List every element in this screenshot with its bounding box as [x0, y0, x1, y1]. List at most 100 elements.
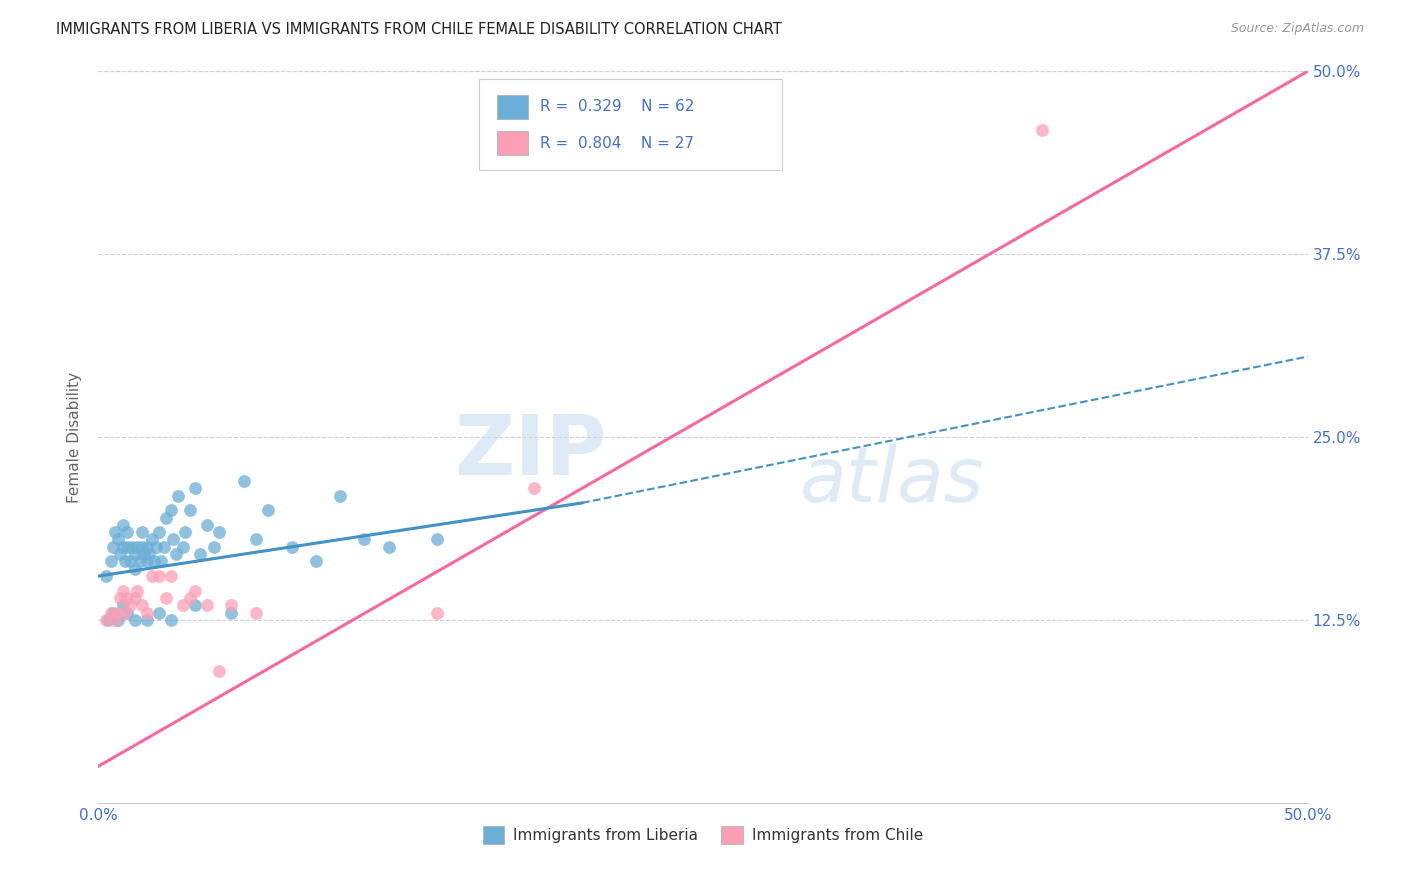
Point — [426, 533, 449, 547]
Point — [160, 503, 183, 517]
Point — [208, 664, 231, 678]
Point — [377, 540, 399, 554]
Point — [281, 540, 304, 554]
Point — [135, 540, 157, 554]
Point — [150, 554, 173, 568]
Point — [165, 547, 187, 561]
Point — [117, 606, 139, 620]
Point — [128, 554, 150, 568]
Point — [426, 606, 449, 620]
Point — [131, 540, 153, 554]
FancyBboxPatch shape — [479, 78, 782, 170]
Point — [523, 481, 546, 495]
Point — [124, 562, 146, 576]
Point — [138, 547, 160, 561]
Text: R =  0.329    N = 62: R = 0.329 N = 62 — [540, 99, 695, 114]
Point — [131, 525, 153, 540]
Point — [195, 599, 218, 613]
Point — [101, 540, 124, 554]
Point — [167, 489, 190, 503]
Point — [104, 613, 127, 627]
Point — [117, 540, 139, 554]
Point — [145, 540, 167, 554]
Point — [104, 525, 127, 540]
Point — [162, 533, 184, 547]
Point — [148, 569, 170, 583]
Point — [124, 547, 146, 561]
Point — [118, 554, 141, 568]
Point — [179, 591, 201, 605]
Point — [1031, 123, 1053, 137]
Point — [195, 517, 218, 532]
Point — [108, 591, 131, 605]
Text: R =  0.804    N = 27: R = 0.804 N = 27 — [540, 136, 693, 151]
Point — [221, 599, 243, 613]
Point — [172, 599, 194, 613]
Point — [160, 613, 183, 627]
Point — [245, 533, 267, 547]
Point — [97, 613, 120, 627]
Point — [100, 606, 122, 620]
Point — [174, 525, 197, 540]
Point — [148, 525, 170, 540]
Point — [184, 481, 207, 495]
Point — [245, 606, 267, 620]
Point — [184, 583, 207, 598]
Point — [160, 569, 183, 583]
Point — [141, 533, 163, 547]
FancyBboxPatch shape — [498, 131, 527, 155]
Point — [204, 540, 226, 554]
Point — [135, 554, 157, 568]
Text: IMMIGRANTS FROM LIBERIA VS IMMIGRANTS FROM CHILE FEMALE DISABILITY CORRELATION C: IMMIGRANTS FROM LIBERIA VS IMMIGRANTS FR… — [56, 22, 782, 37]
Point — [143, 554, 166, 568]
Point — [188, 547, 211, 561]
Point — [107, 533, 129, 547]
Point — [353, 533, 375, 547]
Point — [124, 591, 146, 605]
Point — [134, 547, 156, 561]
Point — [179, 503, 201, 517]
Text: Source: ZipAtlas.com: Source: ZipAtlas.com — [1230, 22, 1364, 36]
Point — [107, 606, 129, 620]
Point — [114, 606, 136, 620]
Text: atlas: atlas — [800, 444, 984, 518]
Point — [117, 525, 139, 540]
Point — [172, 540, 194, 554]
Point — [152, 540, 174, 554]
Point — [232, 474, 254, 488]
Point — [117, 591, 139, 605]
Point — [111, 583, 134, 598]
Point — [94, 569, 117, 583]
Point — [114, 554, 136, 568]
FancyBboxPatch shape — [498, 95, 527, 119]
Y-axis label: Female Disability: Female Disability — [67, 371, 83, 503]
Point — [256, 503, 278, 517]
Point — [135, 606, 157, 620]
Point — [107, 613, 129, 627]
Point — [131, 599, 153, 613]
Point — [124, 613, 146, 627]
Point — [329, 489, 352, 503]
Point — [155, 591, 177, 605]
Text: ZIP: ZIP — [454, 411, 606, 492]
Point — [127, 540, 149, 554]
Point — [148, 606, 170, 620]
Point — [155, 510, 177, 524]
Legend: Immigrants from Liberia, Immigrants from Chile: Immigrants from Liberia, Immigrants from… — [477, 820, 929, 850]
Point — [135, 613, 157, 627]
Point — [111, 517, 134, 532]
Point — [127, 583, 149, 598]
Point — [141, 569, 163, 583]
Point — [184, 599, 207, 613]
Point — [108, 547, 131, 561]
Point — [221, 606, 243, 620]
Point — [121, 540, 143, 554]
Point — [94, 613, 117, 627]
Point — [101, 606, 124, 620]
Point — [118, 599, 141, 613]
Point — [111, 599, 134, 613]
Point — [111, 540, 134, 554]
Point — [305, 554, 328, 568]
Point — [208, 525, 231, 540]
Point — [100, 554, 122, 568]
